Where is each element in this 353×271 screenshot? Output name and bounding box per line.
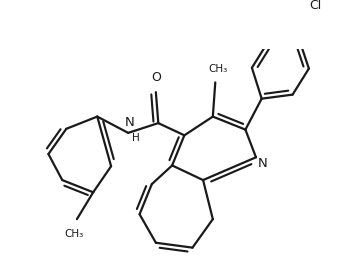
Text: Cl: Cl (309, 0, 322, 12)
Text: O: O (151, 71, 161, 84)
Text: N: N (125, 116, 135, 129)
Text: N: N (258, 157, 267, 170)
Text: CH₃: CH₃ (64, 229, 83, 239)
Text: H: H (132, 133, 140, 143)
Text: CH₃: CH₃ (208, 64, 227, 74)
